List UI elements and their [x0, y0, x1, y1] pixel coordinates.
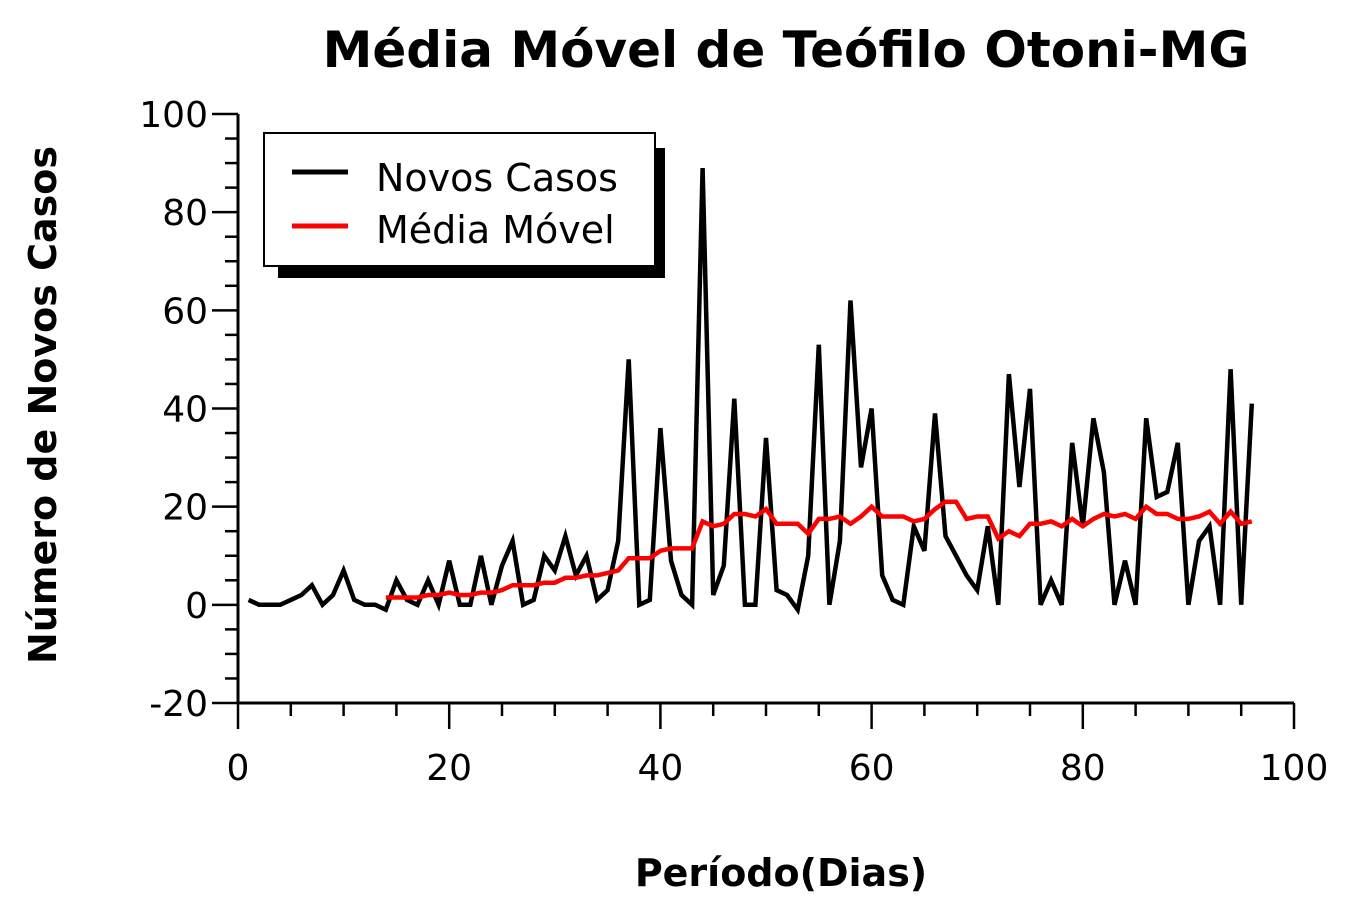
legend-box	[263, 132, 656, 267]
series-line-novos-casos	[247, 167, 1255, 616]
x-tick-label: 80	[1060, 748, 1106, 789]
y-tick-label: 0	[185, 586, 208, 627]
y-tick-label: -20	[149, 684, 208, 725]
legend-label-media-movel: Média Móvel	[376, 208, 615, 252]
legend-label-novos-casos: Novos Casos	[376, 156, 618, 200]
legend: Novos Casos Média Móvel	[263, 132, 665, 278]
y-tick-label: 100	[139, 95, 208, 136]
x-tick-label: 40	[637, 748, 683, 789]
series-line-media-movel	[385, 499, 1253, 600]
x-tick-label: 0	[227, 748, 250, 789]
x-axis-label: Período(Dias)	[635, 851, 927, 895]
y-tick-label: 60	[162, 291, 208, 332]
y-tick-label: 20	[162, 488, 208, 529]
y-tick-label: 40	[162, 390, 208, 431]
series-layer	[247, 167, 1255, 616]
x-tick-label: 100	[1260, 748, 1329, 789]
ticks: -20 0 20 40 60 80 100 0 20 40 60 80 100	[139, 95, 1328, 789]
x-tick-label: 60	[849, 748, 895, 789]
chart-title: Média Móvel de Teófilo Otoni-MG	[323, 21, 1250, 79]
y-tick-label: 80	[162, 193, 208, 234]
y-axis-label: Número de Novos Casos	[21, 146, 65, 664]
x-tick-label: 20	[426, 748, 472, 789]
